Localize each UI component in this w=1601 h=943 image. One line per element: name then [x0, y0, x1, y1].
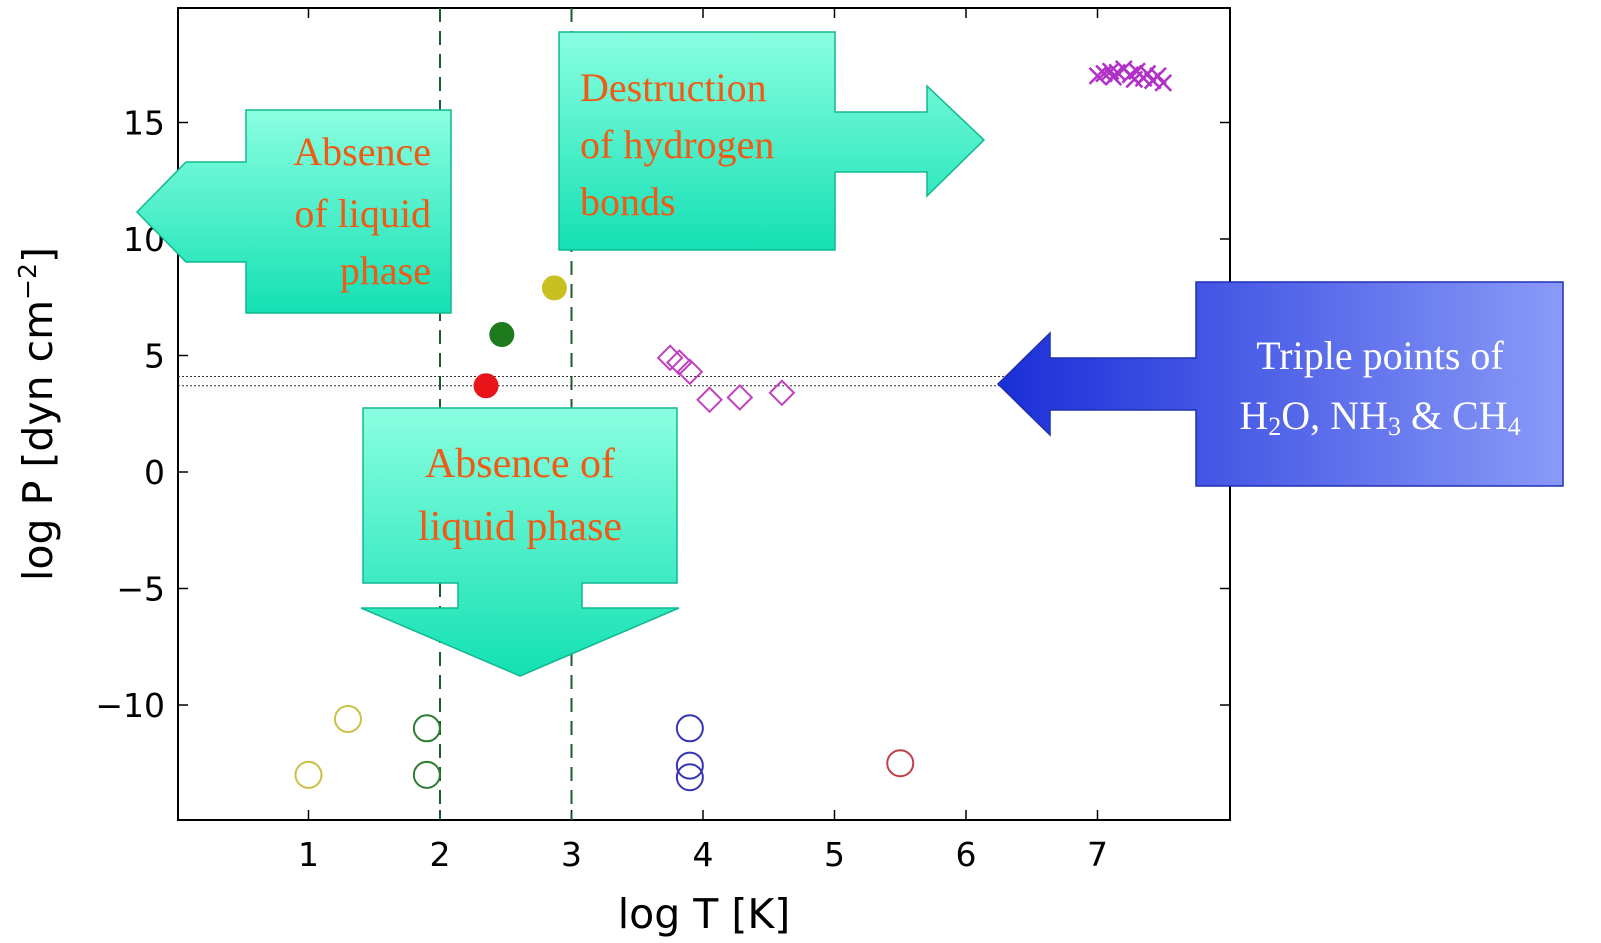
x-axis-label: log T [K]	[618, 890, 791, 938]
absence-bottom-label: Absence of liquid phase	[363, 433, 677, 559]
diamond-point	[768, 379, 796, 407]
destruction-arrow-shape	[558, 31, 986, 251]
y-tick-label: 15	[123, 104, 165, 143]
open-circle-point	[675, 751, 704, 780]
x-tick-label: 5	[824, 835, 845, 874]
diamond-point	[656, 344, 684, 372]
x-tick-label: 6	[956, 835, 977, 874]
triple-h2o-sub: 2	[1268, 412, 1282, 441]
destruction-line-3: bonds	[580, 178, 676, 224]
absence-bottom-arrow-shape	[360, 407, 680, 677]
cross-point	[1154, 74, 1173, 92]
open-circle-point	[675, 714, 704, 743]
absence-left-line-2: of liquid	[294, 190, 431, 236]
destruction-line-2: of hydrogen	[580, 121, 775, 167]
axis-ticks	[178, 8, 1230, 820]
open-circle-point	[294, 760, 323, 789]
absence-left-arrow-shape	[135, 109, 452, 314]
data-marks	[294, 60, 1173, 792]
y-axis-label-exponent: −2	[13, 263, 42, 300]
absence-left-line-3: phase	[339, 247, 431, 293]
absence-bottom-line-1: Absence of	[424, 441, 616, 487]
y-tick-label: −5	[116, 570, 165, 609]
cross-point	[1104, 68, 1123, 86]
open-circle-point	[333, 704, 362, 733]
cross-point	[1125, 70, 1144, 89]
triple-ch4-sub: 4	[1507, 412, 1521, 441]
diamond-point	[676, 358, 704, 386]
triple-amp-ch: & CH	[1400, 393, 1508, 438]
destruction-label: Destruction of hydrogen bonds	[580, 60, 840, 230]
diamond-point	[726, 384, 754, 411]
absence-bottom-line-2: liquid phase	[417, 504, 623, 550]
absence-left-label: Absence of liquid phase	[246, 124, 431, 299]
open-circle-point	[412, 760, 441, 789]
triple-points-line-2: H2O, NH3 & CH4	[1200, 386, 1560, 446]
open-circle-point	[886, 749, 915, 778]
y-tick-label: 0	[144, 453, 165, 492]
x-tick-label: 4	[693, 835, 714, 874]
y-tick-label: −10	[95, 686, 165, 725]
open-circle-point	[412, 714, 441, 743]
triple-points-line-1: Triple points of	[1256, 333, 1504, 378]
diamond-point	[696, 386, 723, 414]
triple-h2o-nh: O, NH	[1281, 393, 1388, 438]
x-tick-label: 1	[298, 835, 319, 874]
triple-nh3-sub: 3	[1387, 412, 1401, 441]
y-axis-label-close: ]	[14, 247, 62, 263]
triple-points-arrow-shape	[996, 281, 1564, 487]
absence-left-line-1: Absence	[293, 129, 431, 174]
destruction-line-1: Destruction	[580, 65, 767, 110]
triple-h2o-h: H	[1239, 393, 1269, 438]
filled-point	[541, 275, 567, 301]
filled-point	[489, 322, 515, 348]
x-tick-label: 3	[561, 835, 582, 874]
x-tick-label: 2	[430, 835, 451, 874]
y-tick-label: 5	[144, 337, 165, 376]
y-axis-label-main: log P [dyn cm	[14, 300, 62, 581]
filled-point	[473, 373, 499, 399]
open-circle-point	[675, 763, 704, 792]
x-tick-label: 7	[1087, 835, 1108, 874]
y-axis-label: log P [dyn cm−2]	[13, 247, 62, 581]
triple-points-label: Triple points of H2O, NH3 & CH4	[1200, 326, 1560, 446]
